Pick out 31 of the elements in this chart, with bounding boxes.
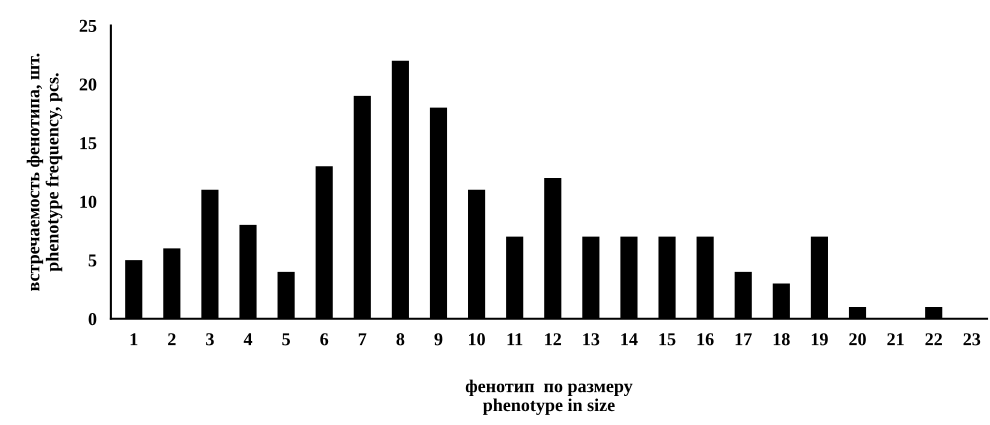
y-tick-label: 25	[80, 20, 96, 32]
x-axis-title: фенотип по размеру phenotype in size	[466, 380, 633, 415]
x-tick-label: 23	[964, 333, 980, 346]
x-tick-label: 3	[206, 333, 214, 346]
x-tick-label: 10	[468, 333, 485, 346]
x-tick-label: 6	[320, 333, 328, 346]
x-tick-label: 8	[396, 333, 404, 346]
x-tick-label: 14	[621, 333, 638, 346]
y-tick-label: 0	[88, 313, 96, 326]
x-tick-label: 17	[736, 333, 752, 346]
y-tick-label: 20	[80, 78, 96, 91]
x-tick-label: 21	[887, 333, 904, 346]
x-tick-label: 5	[282, 333, 290, 346]
y-axis-title: встречаемость фенотипа, шт. phenotype frequency, pcs.	[26, 54, 62, 291]
x-tick-label: 1	[130, 333, 138, 346]
x-tick-label: 18	[774, 333, 790, 346]
x-tick-label: 2	[168, 333, 176, 346]
x-tick-label: 4	[244, 333, 252, 346]
y-tick-label: 5	[88, 254, 96, 267]
x-tick-label: 16	[698, 333, 714, 346]
x-tick-label: 7	[358, 333, 366, 346]
x-tick-label: 11	[508, 333, 522, 346]
x-tick-label: 13	[583, 333, 600, 346]
y-tick-label: 15	[80, 137, 96, 150]
x-tick-label: 12	[545, 333, 562, 346]
x-tick-label: 9	[434, 333, 442, 346]
x-tick-label: 22	[925, 333, 942, 346]
x-tick-label: 15	[659, 333, 676, 346]
x-tick-label: 20	[849, 333, 866, 346]
y-tick-label: 10	[80, 196, 96, 208]
x-tick-label: 19	[812, 333, 828, 346]
